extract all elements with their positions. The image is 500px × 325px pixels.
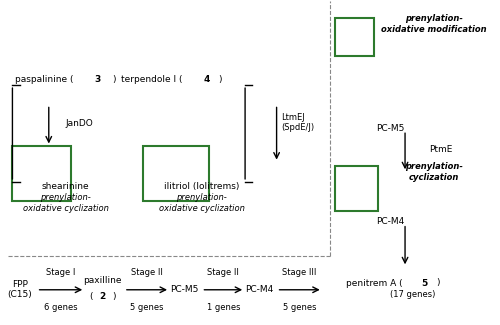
Text: paspalinine (: paspalinine (	[14, 75, 73, 84]
Text: ilitriol (lolitrems): ilitriol (lolitrems)	[164, 182, 239, 191]
Text: penitrem A (: penitrem A (	[346, 279, 403, 288]
Text: (17 genes): (17 genes)	[390, 290, 435, 299]
Bar	[12, 146, 70, 201]
Text: prenylation-
cyclization: prenylation- cyclization	[405, 162, 463, 182]
Text: ): )	[436, 279, 440, 288]
Bar	[335, 166, 378, 211]
Text: 1 genes: 1 genes	[206, 303, 240, 312]
Text: Stage II: Stage II	[131, 268, 162, 277]
Text: PC-M4: PC-M4	[246, 285, 274, 294]
Text: shearinine: shearinine	[42, 182, 90, 191]
Text: paxilline: paxilline	[83, 276, 122, 285]
Text: Stage III: Stage III	[282, 268, 316, 277]
Text: Stage II: Stage II	[208, 268, 239, 277]
Text: 6 genes: 6 genes	[44, 303, 78, 312]
Text: 5 genes: 5 genes	[130, 303, 164, 312]
Text: prenylation-
oxidative cyclization: prenylation- oxidative cyclization	[23, 193, 108, 213]
Text: PC-M5: PC-M5	[376, 124, 404, 133]
Text: ): )	[218, 75, 222, 84]
Text: PC-M4: PC-M4	[376, 217, 404, 226]
Text: FPP
(C15): FPP (C15)	[8, 280, 32, 299]
Text: (: (	[89, 292, 92, 301]
Text: PtmE: PtmE	[430, 145, 452, 154]
Text: prenylation-
oxidative modification: prenylation- oxidative modification	[382, 14, 487, 34]
Text: 5 genes: 5 genes	[282, 303, 316, 312]
Text: 2: 2	[99, 292, 105, 301]
Text: prenylation-
oxidative cyclization: prenylation- oxidative cyclization	[158, 193, 244, 213]
Text: 4: 4	[203, 75, 209, 84]
Text: JanDO: JanDO	[66, 119, 94, 128]
Text: Stage I: Stage I	[46, 268, 76, 277]
Text: PC-M5: PC-M5	[170, 285, 198, 294]
Text: 3: 3	[94, 75, 100, 84]
Bar	[335, 18, 374, 56]
Text: 5: 5	[422, 279, 428, 288]
Text: ): )	[112, 75, 116, 84]
Text: ): )	[112, 292, 116, 301]
Text: LtmEJ
(SpdE/J): LtmEJ (SpdE/J)	[282, 112, 314, 132]
Text: terpendole I (: terpendole I (	[120, 75, 182, 84]
Bar	[144, 146, 208, 201]
